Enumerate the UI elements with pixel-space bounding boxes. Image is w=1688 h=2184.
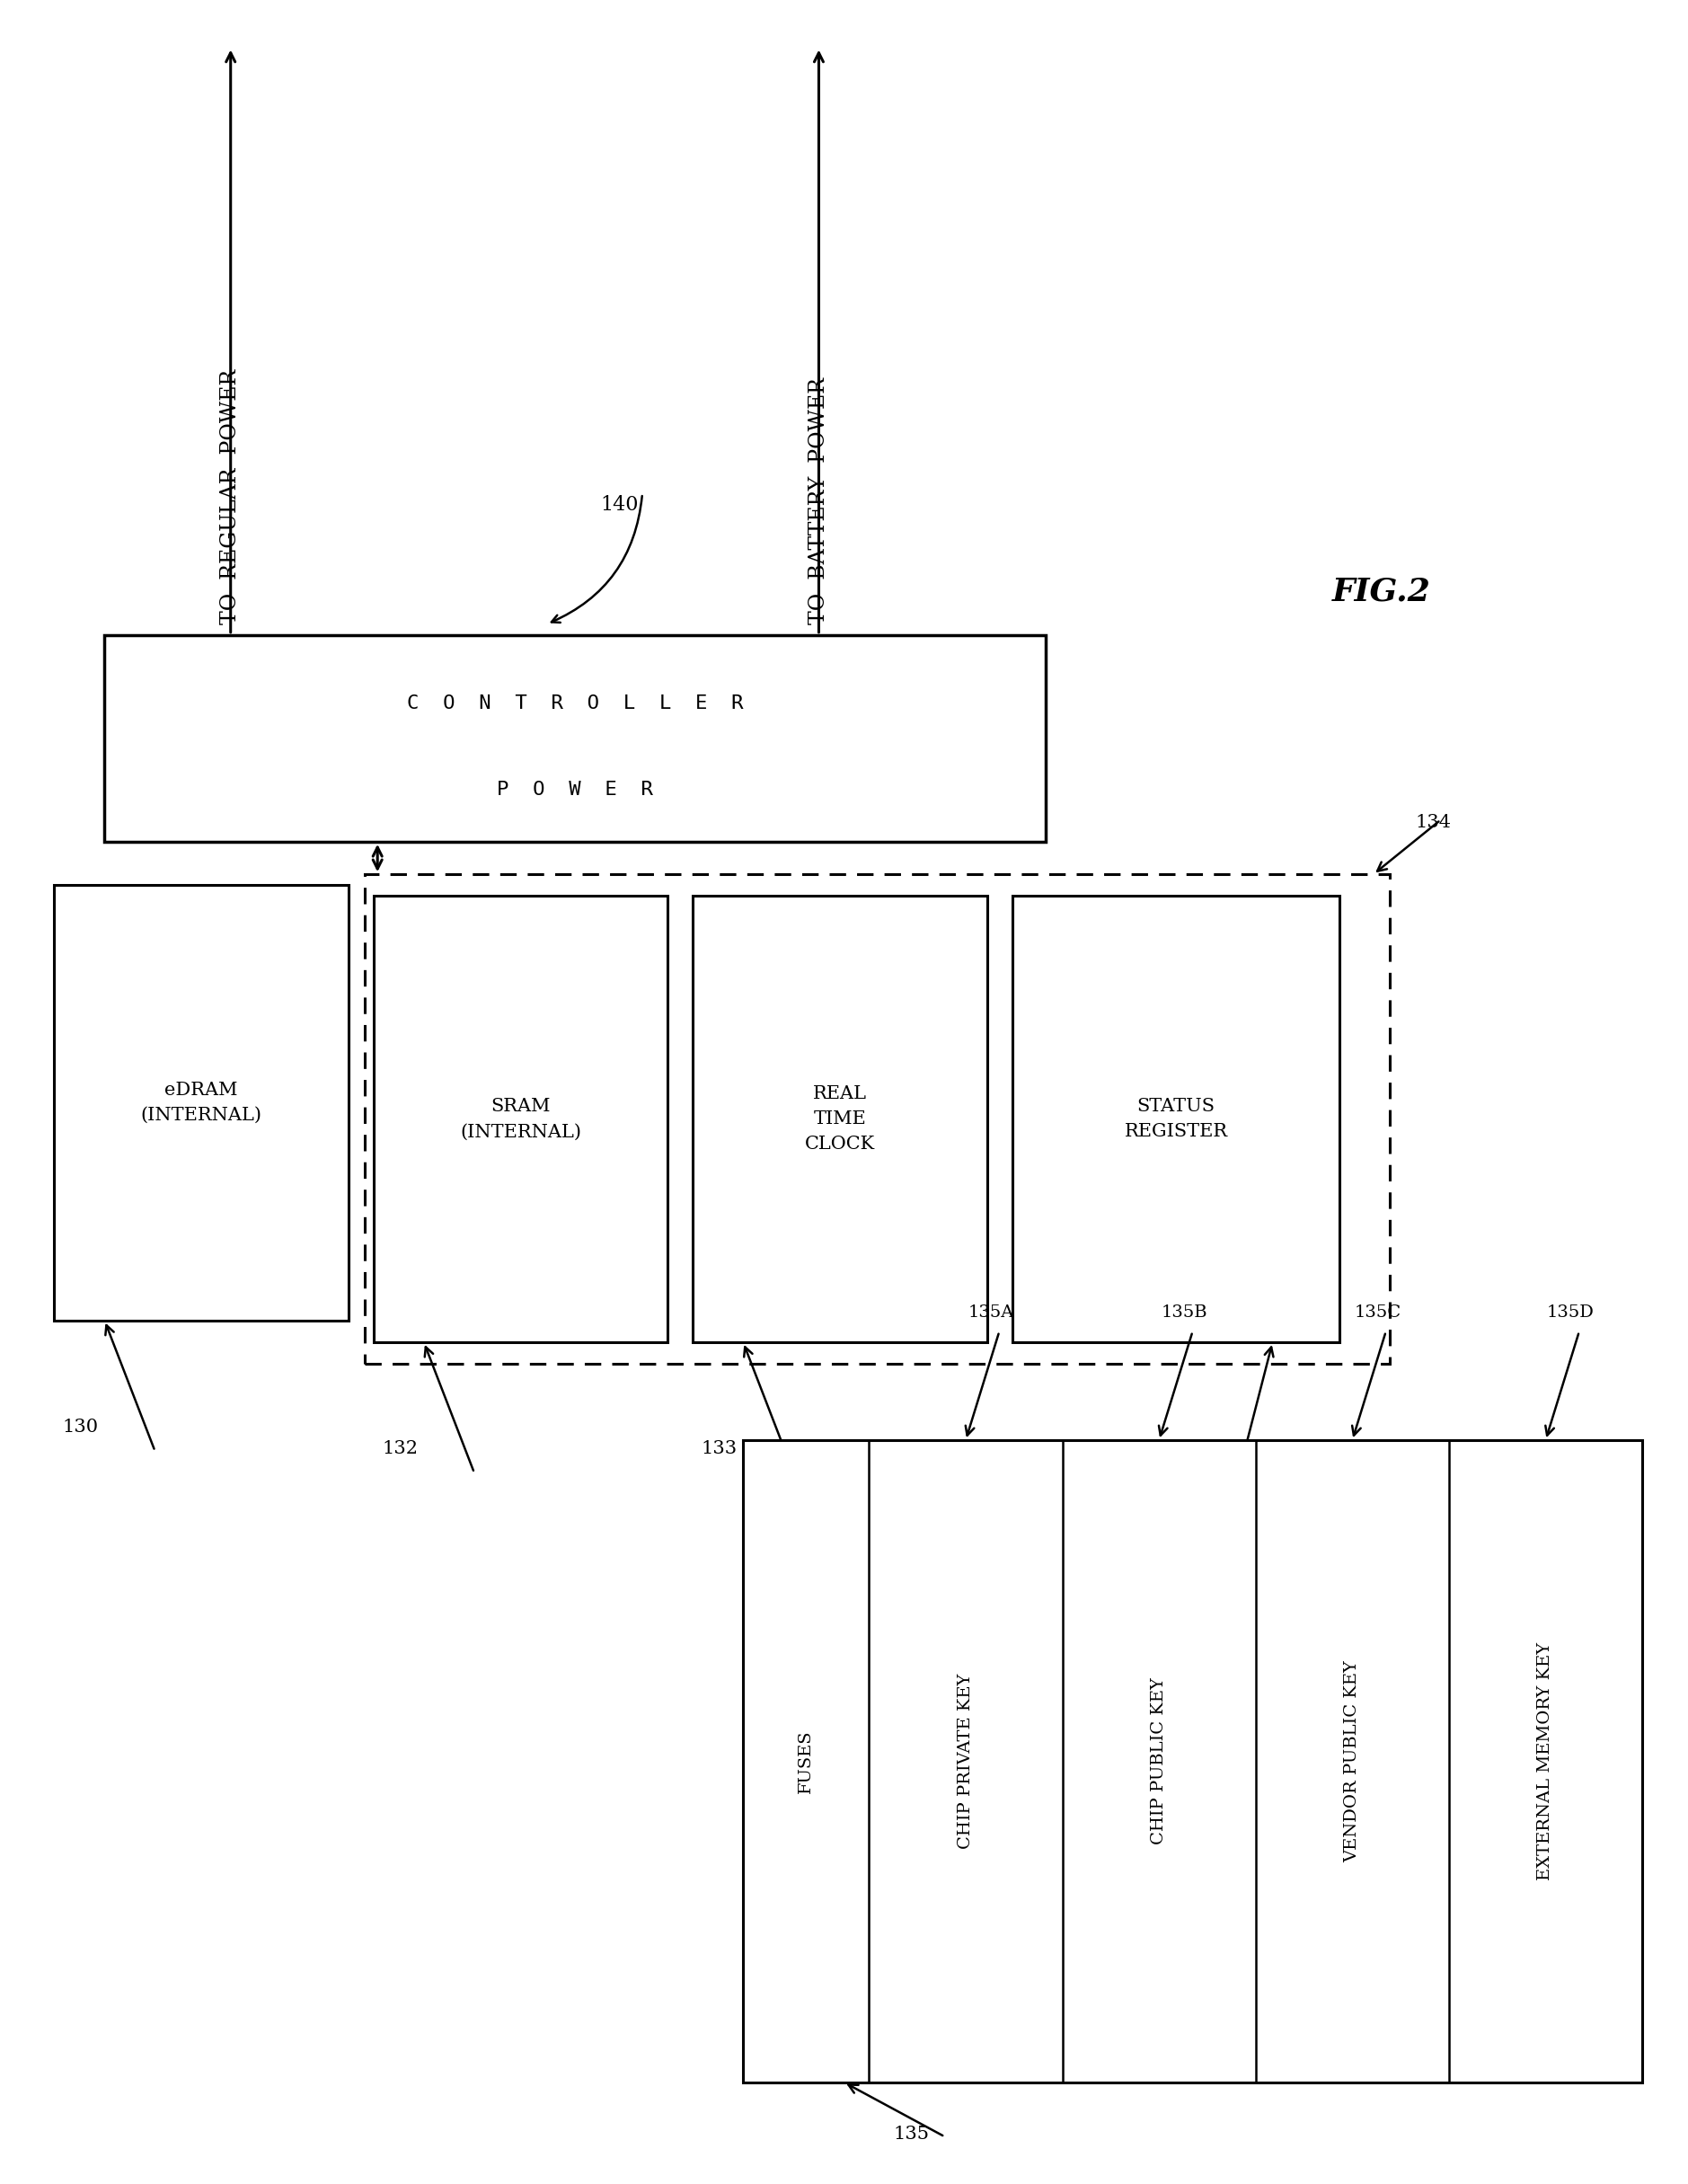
Text: 135B: 135B [1161, 1304, 1207, 1321]
Text: 132: 132 [381, 1439, 419, 1457]
Bar [743, 1439, 1642, 2081]
Text: 133: 133 [701, 1439, 738, 1457]
Text: 145: 145 [1295, 1439, 1332, 1457]
Text: 140: 140 [601, 496, 638, 515]
Bar [54, 885, 348, 1321]
Text: 135C: 135C [1354, 1304, 1401, 1321]
Bar [105, 636, 1045, 841]
Text: EXTERNAL MEMORY KEY: EXTERNAL MEMORY KEY [1538, 1642, 1553, 1880]
Text: REAL
TIME
CLOCK: REAL TIME CLOCK [805, 1085, 874, 1153]
Text: VENDOR PUBLIC KEY: VENDOR PUBLIC KEY [1344, 1660, 1361, 1863]
Text: FUSES: FUSES [798, 1730, 814, 1793]
Bar [373, 895, 667, 1343]
Text: C  O  N  T  R  O  L  L  E  R: C O N T R O L L E R [407, 695, 743, 712]
Text: 135D: 135D [1546, 1304, 1595, 1321]
Text: SRAM
(INTERNAL): SRAM (INTERNAL) [459, 1099, 581, 1140]
Bar [1013, 895, 1340, 1343]
Text: 134: 134 [1415, 815, 1452, 830]
Text: TO  REGULAR  POWER: TO REGULAR POWER [219, 369, 241, 625]
Text: STATUS
REGISTER: STATUS REGISTER [1124, 1099, 1227, 1140]
Text: 135: 135 [893, 2125, 928, 2143]
Text: FIG.2: FIG.2 [1332, 577, 1431, 607]
Bar [692, 895, 987, 1343]
Text: eDRAM
(INTERNAL): eDRAM (INTERNAL) [140, 1081, 262, 1125]
Text: TO  BATTERY  POWER: TO BATTERY POWER [809, 378, 829, 625]
Bar [365, 874, 1391, 1365]
Text: 130: 130 [62, 1417, 98, 1435]
Text: CHIP PUBLIC KEY: CHIP PUBLIC KEY [1151, 1677, 1166, 1845]
Text: 135A: 135A [967, 1304, 1014, 1321]
Text: P  O  W  E  R: P O W E R [496, 782, 653, 799]
Text: CHIP PRIVATE KEY: CHIP PRIVATE KEY [957, 1673, 974, 1850]
